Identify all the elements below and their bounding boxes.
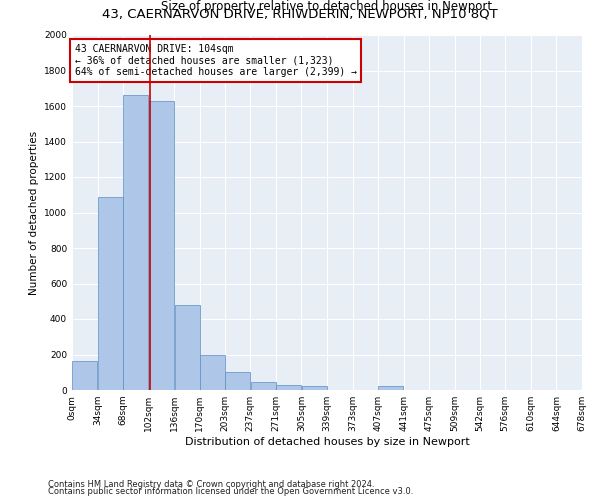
Bar <box>98 196 123 390</box>
Bar <box>379 386 403 390</box>
Bar <box>149 100 174 390</box>
Bar <box>276 384 301 390</box>
Bar <box>302 386 326 390</box>
Bar <box>175 305 200 390</box>
Bar <box>124 96 148 390</box>
Text: Contains public sector information licensed under the Open Government Licence v3: Contains public sector information licen… <box>48 487 413 496</box>
Text: 43 CAERNARVON DRIVE: 104sqm
← 36% of detached houses are smaller (1,323)
64% of : 43 CAERNARVON DRIVE: 104sqm ← 36% of det… <box>74 44 356 77</box>
Y-axis label: Number of detached properties: Number of detached properties <box>29 130 38 294</box>
Text: 43, CAERNARVON DRIVE, RHIWDERIN, NEWPORT, NP10 8QT: 43, CAERNARVON DRIVE, RHIWDERIN, NEWPORT… <box>102 8 498 20</box>
Text: Contains HM Land Registry data © Crown copyright and database right 2024.: Contains HM Land Registry data © Crown c… <box>48 480 374 489</box>
Bar <box>73 360 97 390</box>
Bar <box>225 372 250 390</box>
X-axis label: Distribution of detached houses by size in Newport: Distribution of detached houses by size … <box>185 437 469 447</box>
Bar <box>200 354 225 390</box>
Bar <box>251 382 275 390</box>
Title: Size of property relative to detached houses in Newport: Size of property relative to detached ho… <box>161 0 493 13</box>
